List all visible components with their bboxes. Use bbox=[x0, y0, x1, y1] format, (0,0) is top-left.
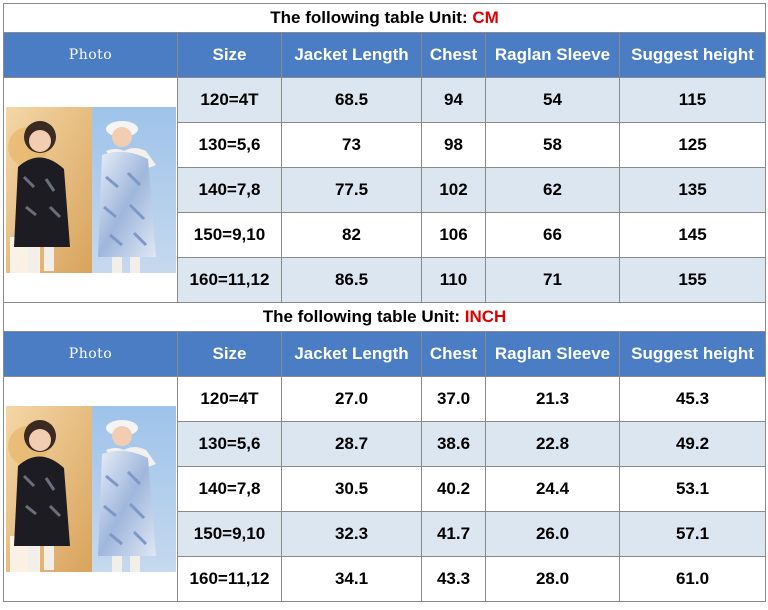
cell-raglan-sleeve: 24.4 bbox=[485, 466, 620, 512]
table-row: 160=11,12 86.5 110 71 155 bbox=[4, 257, 767, 303]
header-suggest-height: Suggest height bbox=[618, 331, 767, 377]
table-row: 140=7,8 30.5 40.2 24.4 53.1 bbox=[4, 466, 767, 512]
product-photo bbox=[5, 406, 176, 572]
cell-raglan-sleeve: 58 bbox=[485, 122, 620, 168]
cell-jacket-length: 77.5 bbox=[281, 167, 422, 213]
cell-chest: 37.0 bbox=[421, 376, 486, 422]
cell-chest: 110 bbox=[421, 257, 486, 303]
cell-jacket-length: 27.0 bbox=[281, 376, 422, 422]
header-size: Size bbox=[177, 32, 282, 78]
header-photo: Photo bbox=[3, 32, 178, 78]
product-photo bbox=[5, 107, 176, 273]
table-row: 130=5,6 73 98 58 125 bbox=[4, 122, 767, 168]
inch-title-prefix: The following table Unit: bbox=[262, 307, 465, 326]
cell-raglan-sleeve: 22.8 bbox=[485, 421, 620, 467]
size-chart: The following table Unit: CM Photo Size … bbox=[2, 3, 767, 602]
inch-header-row: Photo Size Jacket Length Chest Raglan Sl… bbox=[3, 331, 767, 377]
cell-suggest-height: 49.2 bbox=[618, 421, 767, 467]
cell-suggest-height: 135 bbox=[618, 167, 767, 213]
cell-suggest-height: 61.0 bbox=[618, 556, 767, 602]
cell-raglan-sleeve: 26.0 bbox=[485, 511, 620, 557]
cell-size: 120=4T bbox=[177, 376, 282, 422]
cell-suggest-height: 115 bbox=[618, 77, 767, 123]
inch-product-photo-cell bbox=[3, 376, 178, 602]
cell-raglan-sleeve: 54 bbox=[485, 77, 620, 123]
cell-raglan-sleeve: 21.3 bbox=[485, 376, 620, 422]
cell-size: 120=4T bbox=[177, 77, 282, 123]
cell-raglan-sleeve: 62 bbox=[485, 167, 620, 213]
product-photo-icon bbox=[5, 107, 176, 273]
table-row: 120=4T 68.5 94 54 115 bbox=[3, 77, 767, 303]
cell-jacket-length: 32.3 bbox=[281, 511, 422, 557]
cell-suggest-height: 53.1 bbox=[618, 466, 767, 512]
cm-header-row: Photo Size Jacket Length Chest Raglan Sl… bbox=[3, 32, 767, 78]
cell-jacket-length: 82 bbox=[281, 212, 422, 258]
header-raglan-sleeve: Raglan Sleeve bbox=[485, 32, 620, 78]
cm-product-photo-cell bbox=[3, 77, 178, 303]
table-row: 160=11,12 34.1 43.3 28.0 61.0 bbox=[4, 556, 767, 602]
table-row: 150=9,10 32.3 41.7 26.0 57.1 bbox=[4, 511, 767, 557]
header-chest: Chest bbox=[421, 32, 486, 78]
cell-jacket-length: 68.5 bbox=[281, 77, 422, 123]
cell-size: 140=7,8 bbox=[177, 167, 282, 213]
cell-jacket-length: 30.5 bbox=[281, 466, 422, 512]
cell-size: 150=9,10 bbox=[177, 511, 282, 557]
product-photo-icon bbox=[5, 406, 176, 572]
cell-jacket-length: 73 bbox=[281, 122, 422, 168]
cm-unit-label: CM bbox=[472, 8, 499, 27]
cm-table-title: The following table Unit: CM bbox=[2, 3, 767, 33]
cell-chest: 41.7 bbox=[421, 511, 486, 557]
cell-chest: 106 bbox=[421, 212, 486, 258]
header-jacket-length: Jacket Length bbox=[281, 32, 422, 78]
cell-raglan-sleeve: 71 bbox=[485, 257, 620, 303]
cell-jacket-length: 86.5 bbox=[281, 257, 422, 303]
cell-raglan-sleeve: 66 bbox=[485, 212, 620, 258]
header-size: Size bbox=[177, 331, 282, 377]
cell-size: 160=11,12 bbox=[177, 257, 282, 303]
table-row: 140=7,8 77.5 102 62 135 bbox=[4, 167, 767, 213]
cell-chest: 98 bbox=[421, 122, 486, 168]
cell-size: 160=11,12 bbox=[177, 556, 282, 602]
header-photo: Photo bbox=[3, 331, 178, 377]
cell-size: 130=5,6 bbox=[177, 122, 282, 168]
cell-raglan-sleeve: 28.0 bbox=[485, 556, 620, 602]
cell-suggest-height: 45.3 bbox=[618, 376, 767, 422]
cell-suggest-height: 125 bbox=[618, 122, 767, 168]
cm-title-prefix: The following table Unit: bbox=[270, 8, 473, 27]
cm-size-table: The following table Unit: CM Photo Size … bbox=[2, 3, 767, 602]
cell-size: 150=9,10 bbox=[177, 212, 282, 258]
inch-table-title: The following table Unit: INCH bbox=[2, 302, 767, 332]
cell-chest: 38.6 bbox=[421, 421, 486, 467]
table-row: 120=4T 27.0 37.0 21.3 45.3 bbox=[3, 376, 767, 602]
cell-suggest-height: 145 bbox=[618, 212, 767, 258]
header-raglan-sleeve: Raglan Sleeve bbox=[485, 331, 620, 377]
cell-chest: 102 bbox=[421, 167, 486, 213]
table-row: 130=5,6 28.7 38.6 22.8 49.2 bbox=[4, 421, 767, 467]
cell-suggest-height: 155 bbox=[618, 257, 767, 303]
cell-jacket-length: 34.1 bbox=[281, 556, 422, 602]
cell-chest: 43.3 bbox=[421, 556, 486, 602]
cell-jacket-length: 28.7 bbox=[281, 421, 422, 467]
header-suggest-height: Suggest height bbox=[618, 32, 767, 78]
cell-size: 140=7,8 bbox=[177, 466, 282, 512]
cell-chest: 94 bbox=[421, 77, 486, 123]
inch-unit-label: INCH bbox=[464, 307, 507, 326]
cell-chest: 40.2 bbox=[421, 466, 486, 512]
cell-suggest-height: 57.1 bbox=[618, 511, 767, 557]
cell-size: 130=5,6 bbox=[177, 421, 282, 467]
header-jacket-length: Jacket Length bbox=[281, 331, 422, 377]
header-chest: Chest bbox=[421, 331, 486, 377]
